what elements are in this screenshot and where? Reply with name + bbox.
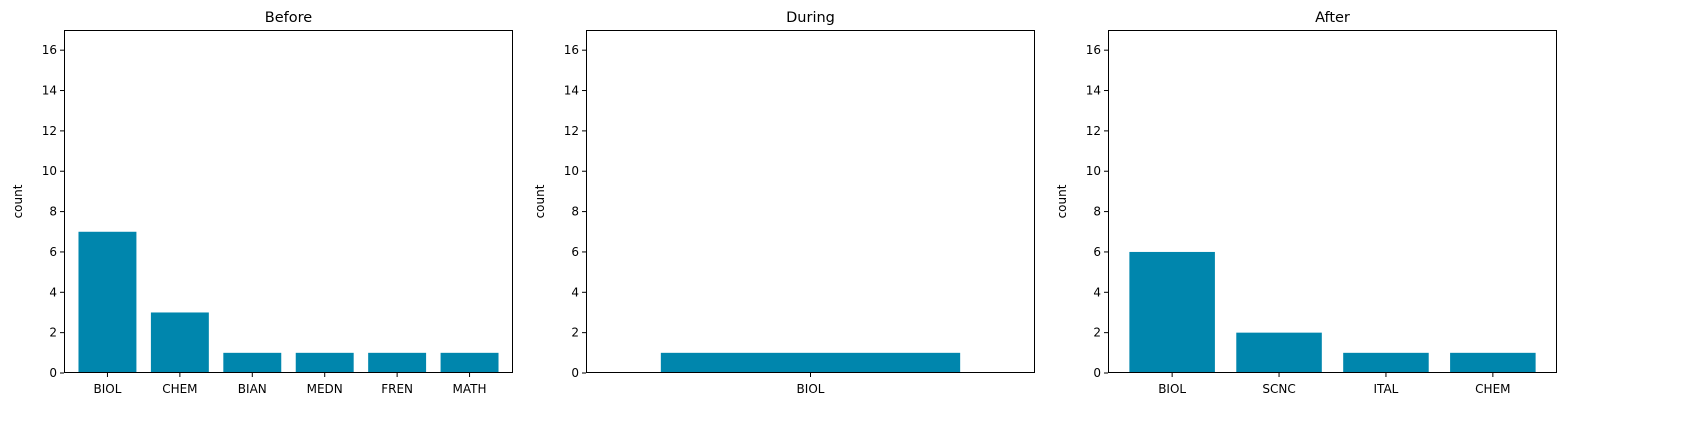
y-tick-label: 8 (571, 205, 579, 219)
chart-panel-3: 0 2 4 6 8 10 12 14 16 BIOL SCNC ITAL CHEM After count (1055, 10, 1557, 396)
y-tick-label: 4 (571, 285, 579, 299)
bar-chem (150, 312, 209, 373)
y-tick-label: 6 (571, 245, 579, 259)
x-tick-label: BIOL (93, 382, 121, 396)
y-tick-label: 12 (1086, 124, 1101, 138)
chart-panel-1: 0 2 4 6 8 10 12 14 16 BIOL CHEM BIAN MEDN FREN MATH Bef… (11, 10, 513, 396)
chart-title: After (1315, 10, 1350, 26)
y-tick-label: 8 (1093, 205, 1101, 219)
y-tick-label: 16 (564, 43, 579, 57)
y-tick-label: 10 (1086, 164, 1101, 178)
y-tick-label: 0 (49, 366, 57, 380)
x-tick-label: BIAN (238, 382, 267, 396)
plot-frame (586, 30, 1035, 373)
x-tick-label: SCNC (1262, 382, 1295, 396)
y-tick-label: 8 (49, 205, 57, 219)
y-tick-label: 2 (49, 326, 57, 340)
y-tick-label: 0 (571, 366, 579, 380)
y-tick-label: 14 (564, 84, 579, 98)
x-tick-label: MEDN (307, 382, 343, 396)
y-tick-label: 12 (564, 124, 579, 138)
x-tick-label: CHEM (162, 382, 197, 396)
bar-math (440, 352, 499, 373)
x-tick-label: ITAL (1374, 382, 1399, 396)
y-tick-label: 6 (1093, 245, 1101, 259)
y-tick-label: 4 (1093, 285, 1101, 299)
plot-frame (1108, 30, 1557, 373)
x-tick-label: BIOL (797, 382, 825, 396)
y-axis-label: count (11, 184, 25, 218)
bar-chem (1450, 352, 1536, 373)
y-tick-label: 6 (49, 245, 57, 259)
plot-frame (64, 30, 513, 373)
x-tick-label: CHEM (1475, 382, 1510, 396)
chart-title: Before (265, 10, 312, 26)
y-tick-label: 0 (1093, 366, 1101, 380)
y-tick-label: 2 (571, 326, 579, 340)
y-tick-label: 14 (42, 84, 57, 98)
x-tick-label: MATH (453, 382, 487, 396)
bar-medn (295, 352, 354, 373)
x-tick-label: BIOL (1158, 382, 1186, 396)
bar-bian (223, 352, 282, 373)
bar-ital (1343, 352, 1429, 373)
y-tick-label: 14 (1086, 84, 1101, 98)
chart-panel-2: 0 2 4 6 8 10 12 14 16 BIOL During count (533, 10, 1035, 396)
chart-title: During (786, 10, 835, 26)
y-tick-label: 4 (49, 285, 57, 299)
y-tick-label: 12 (42, 124, 57, 138)
bar-biol (1129, 251, 1215, 373)
bar-fren (368, 352, 427, 373)
y-tick-label: 16 (42, 43, 57, 57)
y-tick-label: 2 (1093, 326, 1101, 340)
y-axis-label: count (1055, 184, 1069, 218)
bar-biol (78, 231, 137, 373)
y-tick-label: 10 (564, 164, 579, 178)
bar-scnc (1236, 332, 1322, 373)
y-tick-label: 10 (42, 164, 57, 178)
y-axis-label: count (533, 184, 547, 218)
y-tick-label: 16 (1086, 43, 1101, 57)
bar-biol (660, 352, 961, 373)
x-tick-label: FREN (381, 382, 413, 396)
